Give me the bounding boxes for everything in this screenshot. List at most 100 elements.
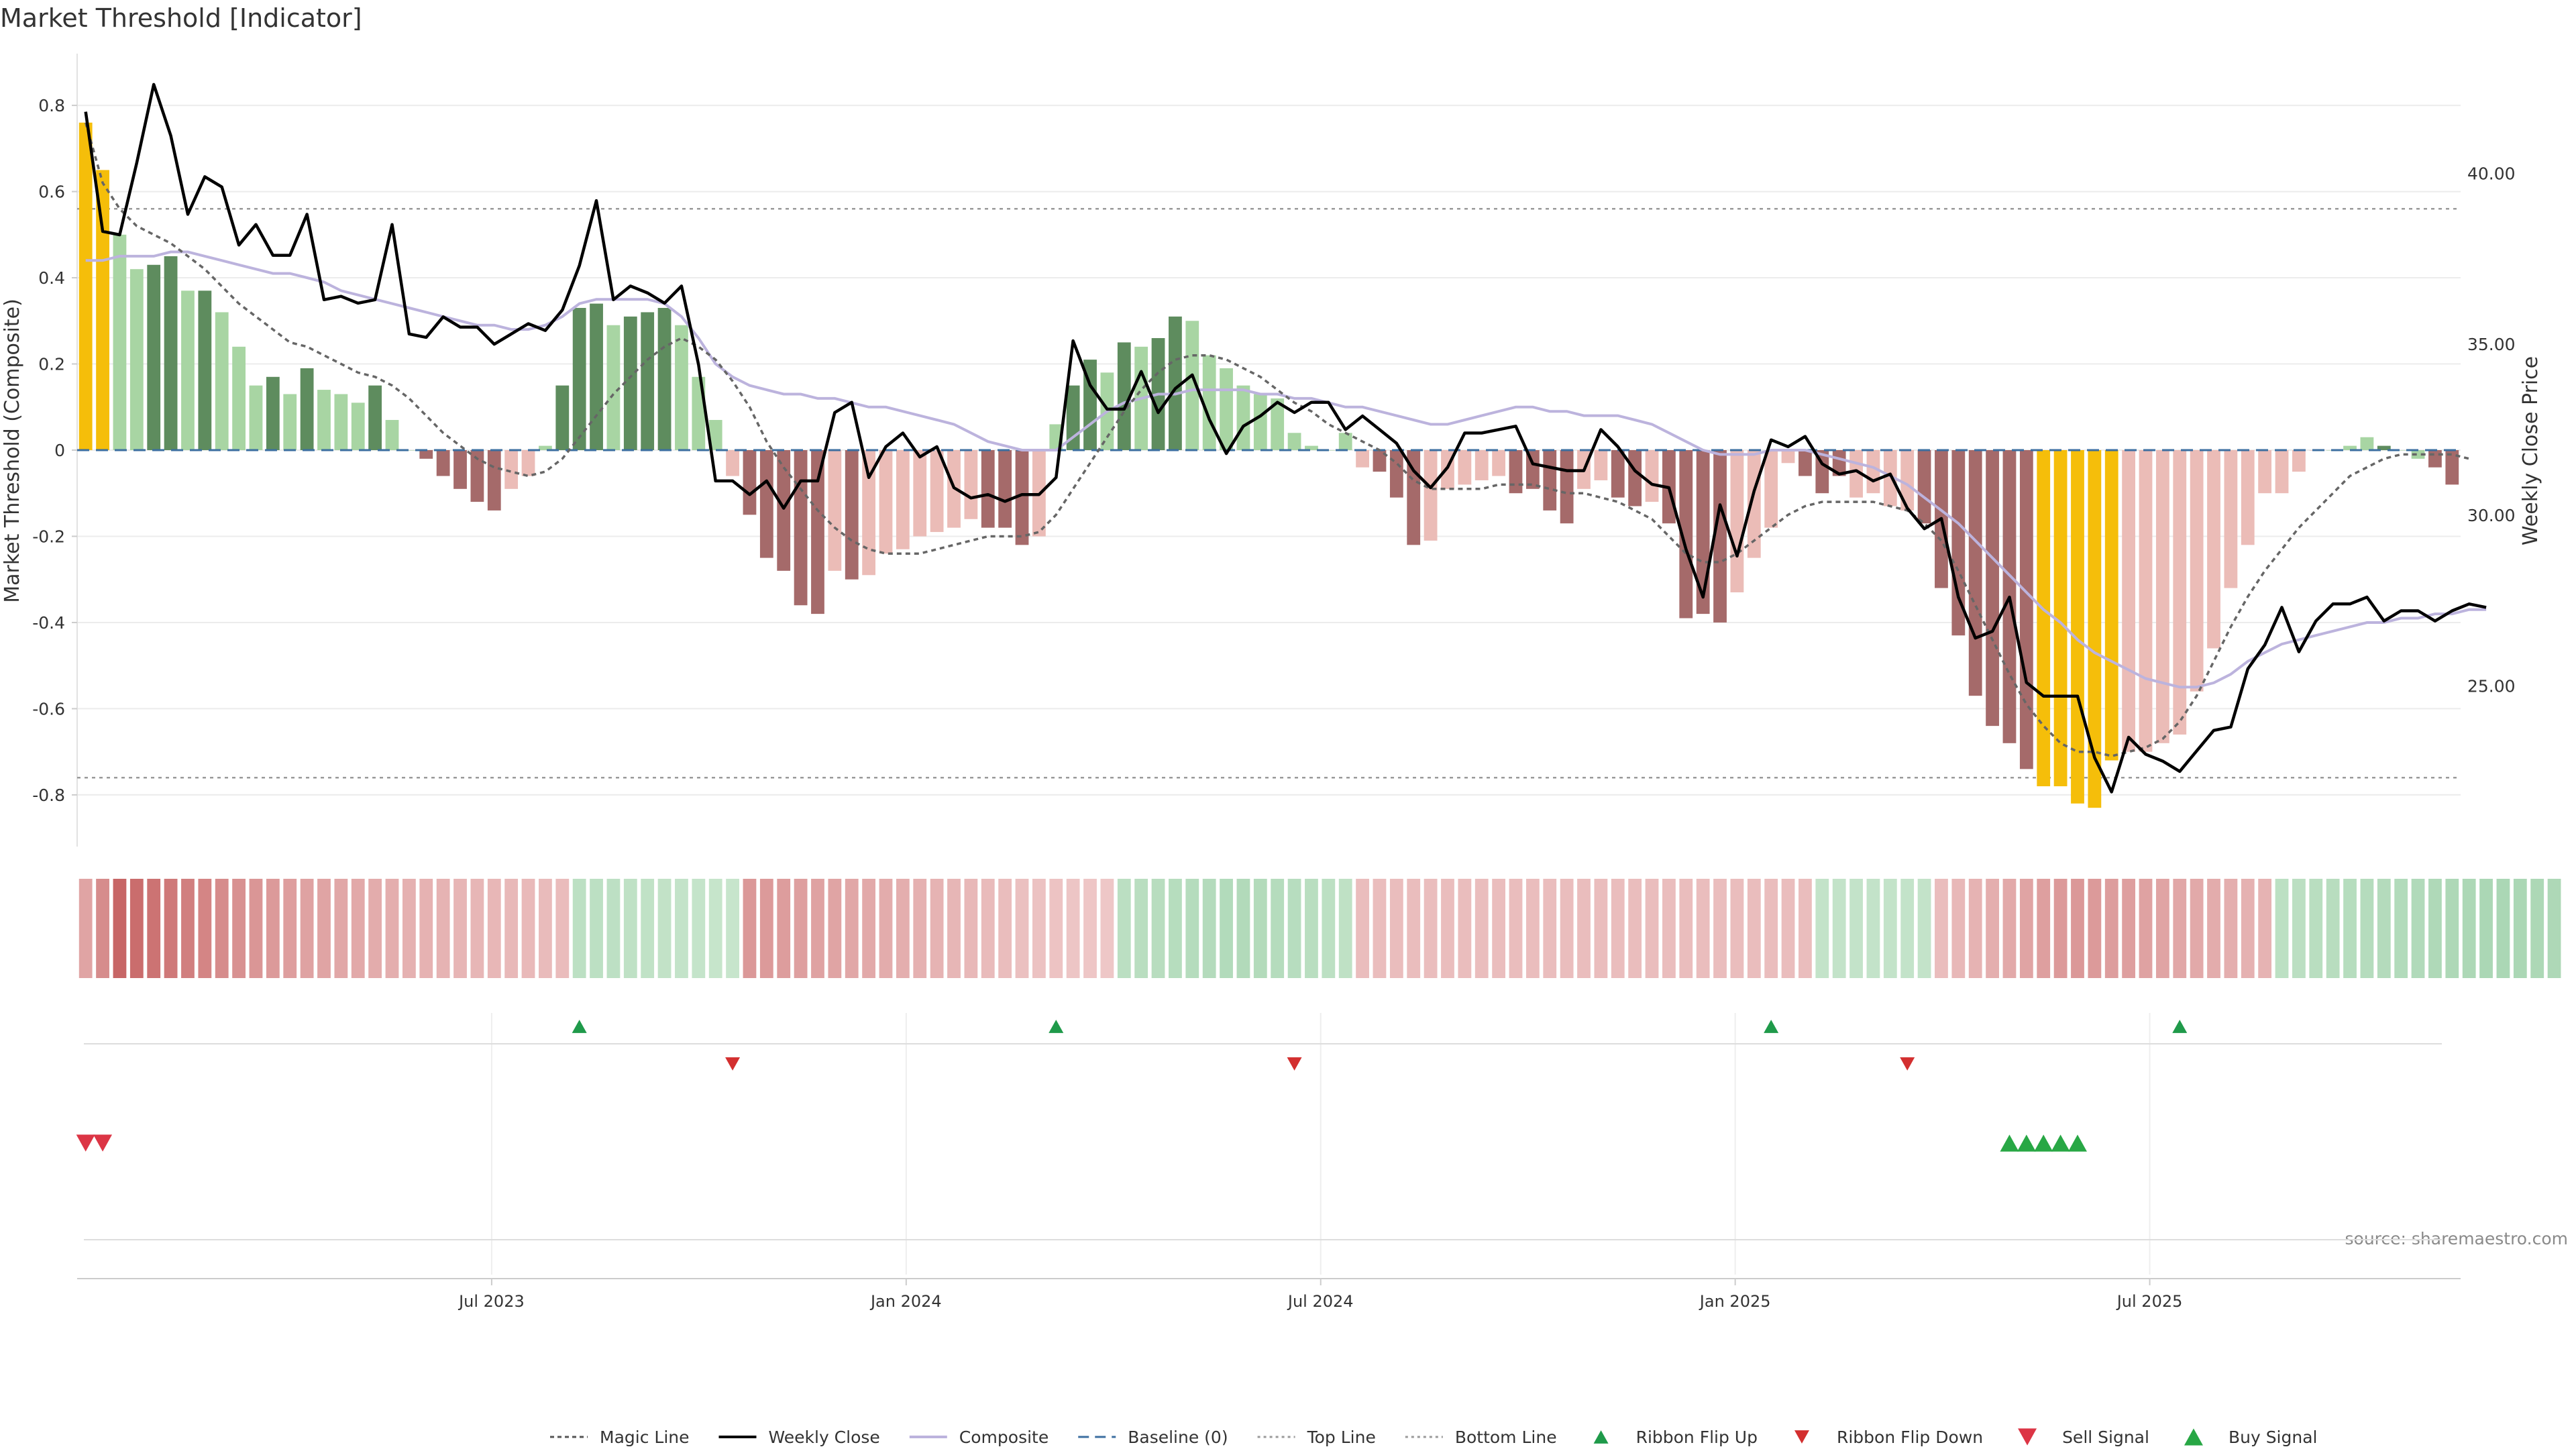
composite-bar — [1866, 450, 1880, 494]
composite-bar — [334, 394, 348, 450]
ribbon-cell — [266, 879, 280, 978]
ribbon-cell — [862, 879, 876, 978]
y-tick-label: 0 — [54, 441, 65, 460]
ribbon-cell — [2019, 879, 2033, 978]
ribbon-cell — [1781, 879, 1795, 978]
composite-bar — [1015, 450, 1029, 545]
ribbon-cell — [981, 879, 995, 978]
ribbon-cell — [1117, 879, 1131, 978]
composite-bar — [913, 450, 927, 537]
y-tick-label: 0.4 — [38, 268, 65, 288]
ribbon-cell — [1951, 879, 1966, 978]
ribbon-cell — [2360, 879, 2374, 978]
ribbon-cell — [572, 879, 586, 978]
composite-bar — [317, 390, 331, 450]
ribbon-cell — [2037, 879, 2051, 978]
composite-bar — [1117, 342, 1131, 450]
composite-bar — [539, 445, 552, 450]
ribbon-cell — [1185, 879, 1199, 978]
composite-bar — [470, 450, 484, 502]
composite-bar — [2122, 450, 2136, 752]
composite-bar — [1730, 450, 1744, 592]
ribbon-cell — [1066, 879, 1080, 978]
composite-bar — [657, 308, 672, 450]
y-tick-label: 0.2 — [38, 355, 65, 374]
composite-bar — [2155, 450, 2169, 743]
composite-bar — [1611, 450, 1625, 498]
composite-bar — [1389, 450, 1403, 498]
ribbon-cell — [96, 879, 109, 978]
composite-bar — [2258, 450, 2272, 494]
ribbon-cell — [828, 879, 842, 978]
legend-item: Buy Signal — [2184, 1428, 2318, 1447]
ribbon-cell — [2053, 879, 2068, 978]
sell-signal-marker — [76, 1134, 95, 1152]
composite-bar — [1799, 450, 1812, 476]
composite-bar — [623, 316, 637, 450]
composite-bar — [1594, 450, 1608, 480]
ribbon-cell — [811, 879, 824, 978]
x-tick-label: Jul 2024 — [1287, 1292, 1354, 1311]
composite-bar — [1474, 450, 1489, 480]
ribbon-cell — [334, 879, 348, 978]
ribbon-cell — [1271, 879, 1285, 978]
ribbon-cell — [2002, 879, 2017, 978]
legend-label: Magic Line — [600, 1428, 690, 1447]
composite-bar — [675, 325, 688, 450]
composite-bar — [1236, 385, 1250, 450]
composite-bar — [436, 450, 450, 476]
composite-bar — [1968, 450, 1982, 696]
legend-label: Sell Signal — [2062, 1428, 2149, 1447]
legend-swatch — [2018, 1428, 2037, 1446]
composite-bar — [2377, 445, 2391, 450]
signal-markers — [76, 1013, 2442, 1275]
ribbon-cell — [913, 879, 927, 978]
composite-bar — [283, 394, 297, 450]
ribbon-cell — [1577, 879, 1591, 978]
composite-bar — [981, 450, 995, 528]
ribbon-strip — [78, 879, 2561, 978]
ribbon-cell — [641, 879, 655, 978]
ribbon-cell — [1832, 879, 1846, 978]
composite-bar — [504, 450, 519, 489]
ribbon-cell — [1917, 879, 1931, 978]
buy-signal-marker — [2068, 1134, 2087, 1152]
y-right-tick-label: 35.00 — [2467, 335, 2516, 354]
legend-swatch — [1593, 1430, 1609, 1444]
composite-bar — [1900, 450, 1915, 511]
ribbon-cell — [1883, 879, 1897, 978]
ribbon-cell — [1100, 879, 1114, 978]
ribbon-cell — [2462, 879, 2476, 978]
x-tick-label: Jan 2024 — [869, 1292, 942, 1311]
ribbon-flip-up-marker — [1764, 1020, 1779, 1033]
x-tick-label: Jul 2023 — [458, 1292, 525, 1311]
legend-label: Weekly Close — [769, 1428, 880, 1447]
ribbon-cell — [2241, 879, 2255, 978]
composite-bar — [2207, 450, 2220, 649]
ribbon-cell — [1611, 879, 1625, 978]
composite-bar — [777, 450, 791, 571]
composite-bar — [2275, 450, 2289, 494]
composite-bar — [129, 269, 144, 450]
ribbon-cell — [249, 879, 263, 978]
ribbon-cell — [1525, 879, 1540, 978]
composite-bar — [726, 450, 739, 476]
ribbon-cell — [2428, 879, 2442, 978]
composite-bar — [198, 290, 212, 450]
ribbon-cell — [147, 879, 161, 978]
ribbon-cell — [879, 879, 893, 978]
composite-bar — [1253, 394, 1267, 450]
ribbon-cell — [2071, 879, 2084, 978]
ribbon-cell — [794, 879, 808, 978]
legend-item: Bottom Line — [1405, 1428, 1557, 1447]
composite-bar — [2037, 450, 2051, 787]
ribbon-cell — [2309, 879, 2323, 978]
composite-bar — [811, 450, 824, 614]
y-tick-label: 0.6 — [38, 182, 65, 202]
ribbon-cell — [2088, 879, 2102, 978]
composite-bar — [1492, 450, 1506, 476]
ribbon-cell — [385, 879, 399, 978]
composite-bar — [862, 450, 876, 576]
legend-item: Baseline (0) — [1078, 1428, 1228, 1447]
ribbon-cell — [181, 879, 195, 978]
